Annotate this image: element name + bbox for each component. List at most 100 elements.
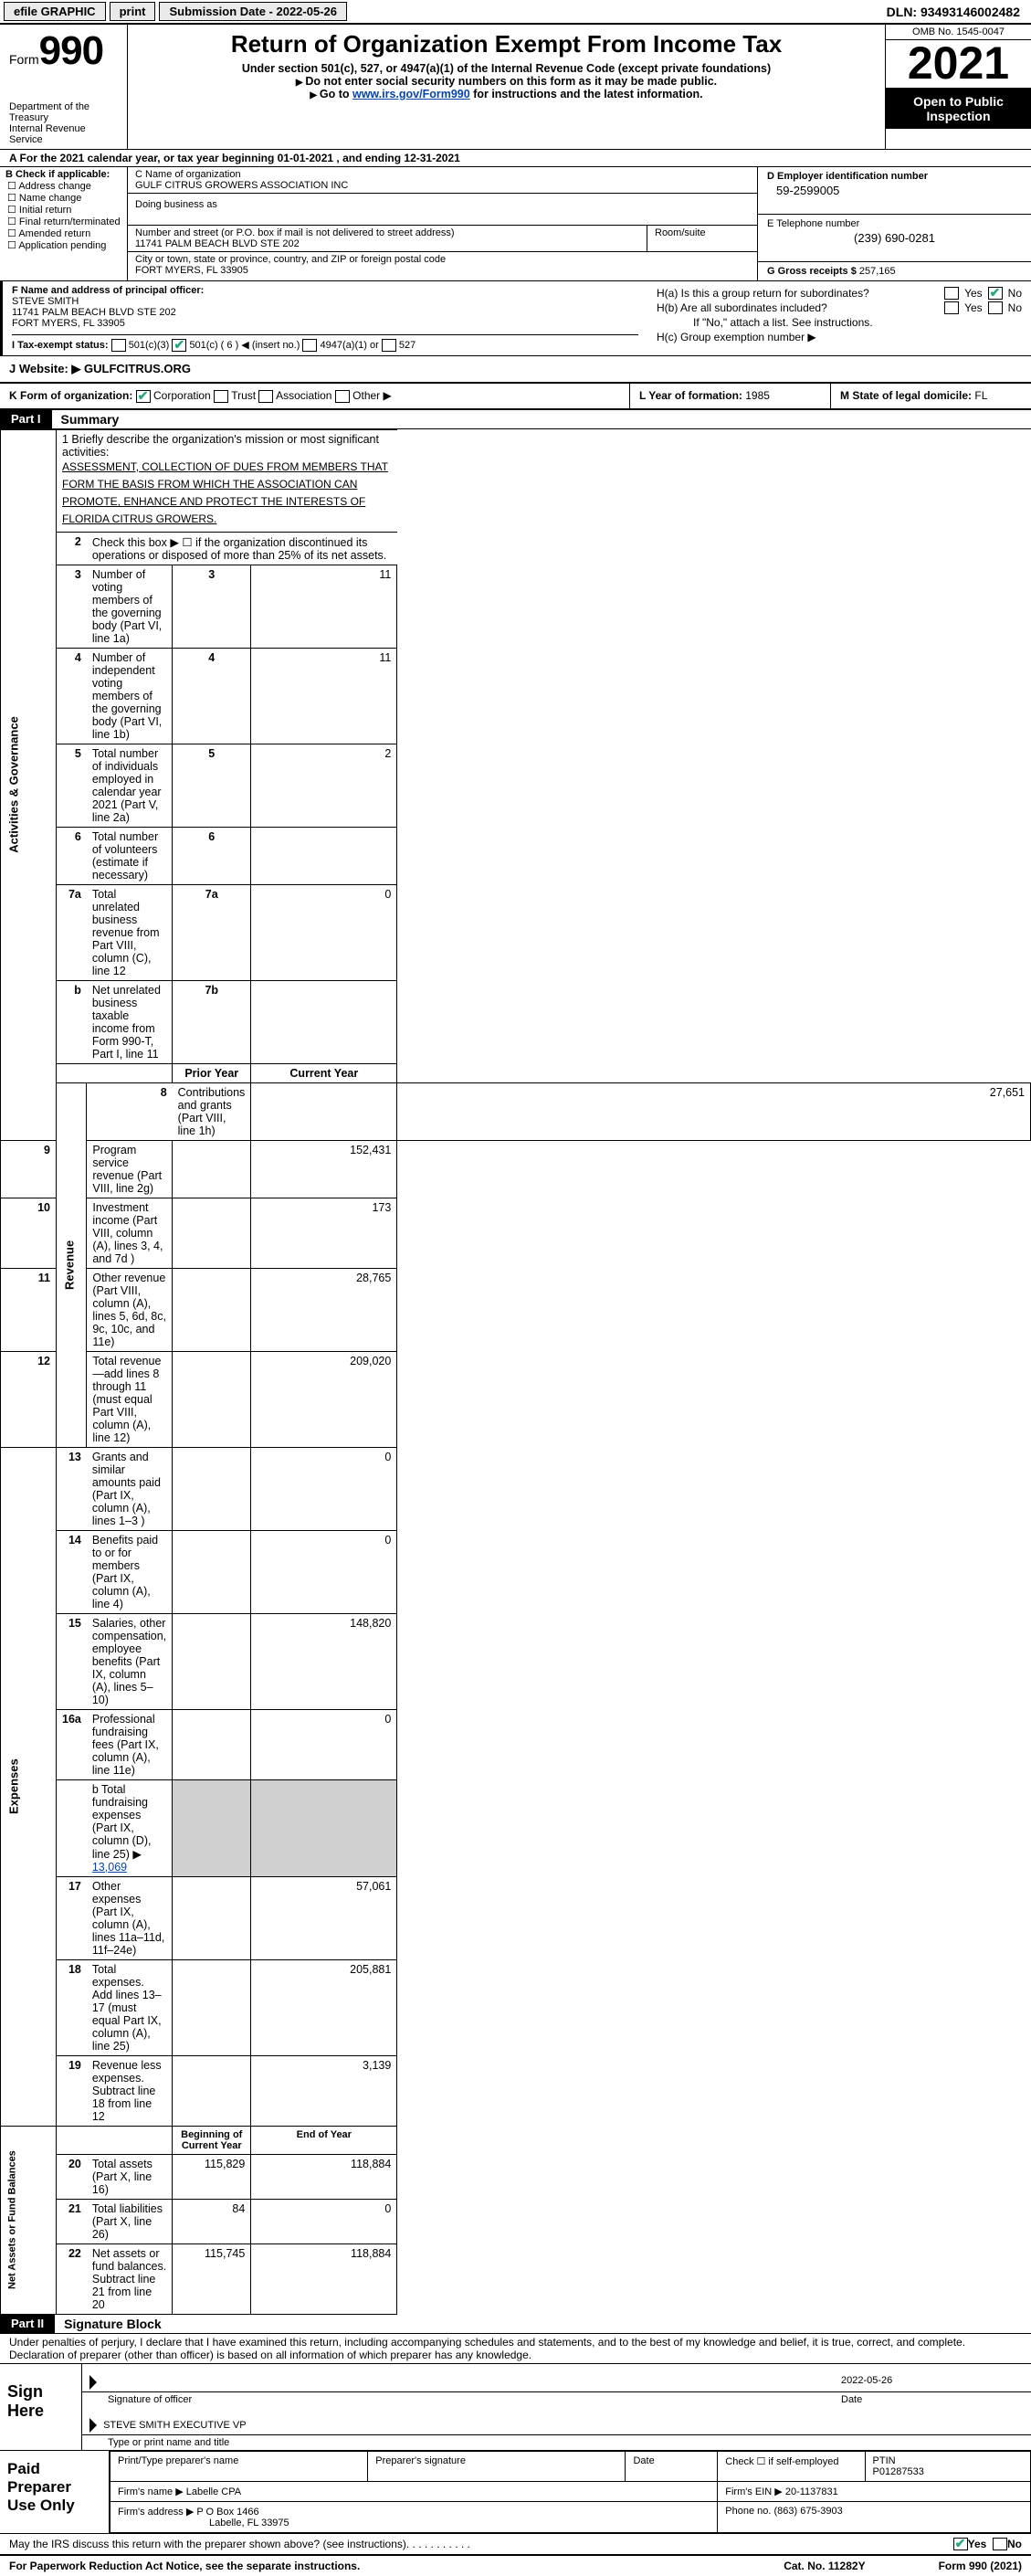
q2-text: Check this box ▶ ☐ if the organization d… bbox=[87, 532, 397, 565]
chk-4947[interactable] bbox=[302, 339, 317, 352]
line-14: 14Benefits paid to or for members (Part … bbox=[1, 1530, 1031, 1613]
opt-501c3: 501(c)(3) bbox=[129, 340, 170, 351]
prep-col3: Date bbox=[626, 2451, 718, 2481]
row-a-begin: 01-01-2021 bbox=[278, 152, 333, 164]
ha-yes[interactable] bbox=[944, 287, 959, 300]
room-cell: Room/suite bbox=[647, 226, 757, 252]
hc-label: H(c) Group exemption number ▶ bbox=[657, 331, 1022, 343]
chk-trust[interactable] bbox=[214, 390, 228, 403]
row-a-label: A For the 2021 calendar year, or tax yea… bbox=[9, 152, 278, 164]
sign-here-label: Sign Here bbox=[0, 2364, 82, 2450]
chk-initial-return[interactable]: ☐ Initial return bbox=[7, 204, 121, 216]
line-17: 17Other expenses (Part IX, column (A), l… bbox=[1, 1876, 1031, 1959]
hb-label: H(b) Are all subordinates included? bbox=[657, 301, 939, 314]
sign-right: 2022-05-26 Signature of officer Date STE… bbox=[82, 2364, 1031, 2450]
tax-exempt-label: I Tax-exempt status: bbox=[12, 340, 109, 351]
summary-table: Activities & Governance 1 Briefly descri… bbox=[0, 429, 1031, 2315]
preparer-table: Print/Type preparer's name Preparer's si… bbox=[110, 2451, 1031, 2533]
hb-no[interactable] bbox=[988, 301, 1003, 314]
col-c: C Name of organization GULF CITRUS GROWE… bbox=[128, 167, 757, 280]
firm-addr2: Labelle, FL 33975 bbox=[118, 2518, 289, 2528]
part1-badge: Part I bbox=[0, 410, 52, 428]
chk-association[interactable] bbox=[258, 390, 273, 403]
chk-other[interactable] bbox=[335, 390, 350, 403]
officer-addr2: FORT MYERS, FL 33905 bbox=[12, 318, 638, 329]
website-label: J Website: ▶ bbox=[9, 362, 84, 375]
prep-col5: PTIN P01287533 bbox=[865, 2451, 1030, 2481]
chk-501c[interactable] bbox=[172, 339, 186, 352]
line-22: 22Net assets or fund balances. Subtract … bbox=[1, 2243, 1031, 2314]
hb-yes[interactable] bbox=[944, 301, 959, 314]
dept-label: Department of the Treasury bbox=[9, 101, 121, 123]
col-b: B Check if applicable: ☐ Address change … bbox=[0, 167, 128, 280]
block-bcd: B Check if applicable: ☐ Address change … bbox=[0, 166, 1031, 281]
col-d: D Employer identification number 59-2599… bbox=[757, 167, 1031, 280]
row-a-mid: , and ending bbox=[336, 152, 404, 164]
gross-receipts-label: G Gross receipts $ bbox=[767, 266, 859, 277]
opt-501c: 501(c) ( 6 ) ◀ (insert no.) bbox=[189, 340, 302, 351]
chk-527[interactable] bbox=[382, 339, 396, 352]
print-button[interactable]: print bbox=[110, 2, 156, 21]
line16b-label: b Total fundraising expenses (Part IX, c… bbox=[92, 1783, 152, 1861]
arrow-icon bbox=[89, 2375, 97, 2390]
line-16b: b Total fundraising expenses (Part IX, c… bbox=[1, 1779, 1031, 1876]
sig-officer-label: Signature of officer bbox=[89, 2394, 841, 2405]
efile-button[interactable]: efile GRAPHIC bbox=[4, 2, 106, 21]
chk-application-pending[interactable]: ☐ Application pending bbox=[7, 239, 121, 251]
chk-corporation[interactable] bbox=[136, 390, 151, 403]
gross-receipts-value: 257,165 bbox=[859, 266, 896, 277]
col-end: End of Year bbox=[251, 2126, 397, 2154]
line-7b: b Net unrelated business taxable income … bbox=[1, 980, 1031, 1063]
form-title: Return of Organization Exempt From Incom… bbox=[137, 30, 876, 58]
block-klm: K Form of organization: Corporation Trus… bbox=[0, 384, 1031, 410]
ha-label: H(a) Is this a group return for subordin… bbox=[657, 287, 939, 300]
street-value: 11741 PALM BEACH BLVD STE 202 bbox=[135, 238, 639, 249]
phone-cell: E Telephone number (239) 690-0281 bbox=[758, 215, 1031, 262]
firm-phone-value: (863) 675-3903 bbox=[773, 2506, 842, 2517]
chk-name-change[interactable]: ☐ Name change bbox=[7, 192, 121, 204]
line-21: 21Total liabilities (Part X, line 26)840 bbox=[1, 2199, 1031, 2243]
header-sub3-pre: Go to bbox=[320, 88, 352, 100]
col-current: Current Year bbox=[251, 1063, 397, 1082]
open-to-public: Open to Public Inspection bbox=[886, 89, 1031, 129]
chk-amended-return[interactable]: ☐ Amended return bbox=[7, 227, 121, 239]
header-left: Form 990 Department of the Treasury Inte… bbox=[0, 25, 128, 149]
firm-name-label: Firm's name ▶ bbox=[118, 2486, 186, 2497]
chk-501c3[interactable] bbox=[111, 339, 126, 352]
line-6: 6 Total number of volunteers (estimate i… bbox=[1, 827, 1031, 884]
preparer-label: Paid Preparer Use Only bbox=[0, 2451, 110, 2533]
k-label: K Form of organization: bbox=[9, 389, 132, 402]
ha-row: H(a) Is this a group return for subordin… bbox=[657, 287, 1022, 300]
ha-no[interactable] bbox=[988, 287, 1003, 300]
chk-address-change[interactable]: ☐ Address change bbox=[7, 180, 121, 192]
irs-link[interactable]: www.irs.gov/Form990 bbox=[352, 88, 470, 100]
sig-date-value: 2022-05-26 bbox=[841, 2375, 1024, 2390]
hb-note: If "No," attach a list. See instructions… bbox=[657, 316, 1022, 329]
m-label: M State of legal domicile: bbox=[840, 389, 974, 402]
line16b-value: 13,069 bbox=[92, 1861, 127, 1874]
q1-label: 1 Briefly describe the organization's mi… bbox=[62, 433, 392, 459]
q2-num: 2 bbox=[57, 532, 87, 565]
chk-final-return[interactable]: ☐ Final return/terminated bbox=[7, 216, 121, 227]
side-expenses: Expenses bbox=[1, 1447, 57, 2126]
header-sub1: Under section 501(c), 527, or 4947(a)(1)… bbox=[137, 62, 876, 75]
hc-row: H(c) Group exemption number ▶ bbox=[657, 331, 1022, 343]
block-fh: F Name and address of principal officer:… bbox=[0, 281, 1031, 356]
side-revenue: Revenue bbox=[57, 1082, 87, 1447]
paperwork-row: For Paperwork Reduction Act Notice, see … bbox=[0, 2556, 1031, 2576]
discuss-no[interactable] bbox=[993, 2538, 1007, 2550]
prep-col1: Print/Type preparer's name bbox=[110, 2451, 368, 2481]
discuss-yes[interactable] bbox=[953, 2538, 968, 2550]
city-cell: City or town, state or province, country… bbox=[128, 252, 757, 278]
line-4: 4 Number of independent voting members o… bbox=[1, 648, 1031, 744]
form-word: Form bbox=[9, 52, 39, 67]
street-label: Number and street (or P.O. box if mail i… bbox=[135, 227, 639, 238]
m-value: FL bbox=[974, 389, 987, 402]
line-12: 12Total revenue—add lines 8 through 11 (… bbox=[1, 1351, 1031, 1447]
officer-label: F Name and address of principal officer: bbox=[12, 285, 638, 296]
block-j: J Website: ▶ GULFCITRUS.ORG bbox=[0, 356, 1031, 384]
discuss-row: May the IRS discuss this return with the… bbox=[0, 2534, 1031, 2556]
firm-addr-label: Firm's address ▶ bbox=[118, 2507, 196, 2518]
part1-title: Summary bbox=[52, 410, 129, 428]
dln-label: DLN: 93493146002482 bbox=[887, 5, 1027, 19]
